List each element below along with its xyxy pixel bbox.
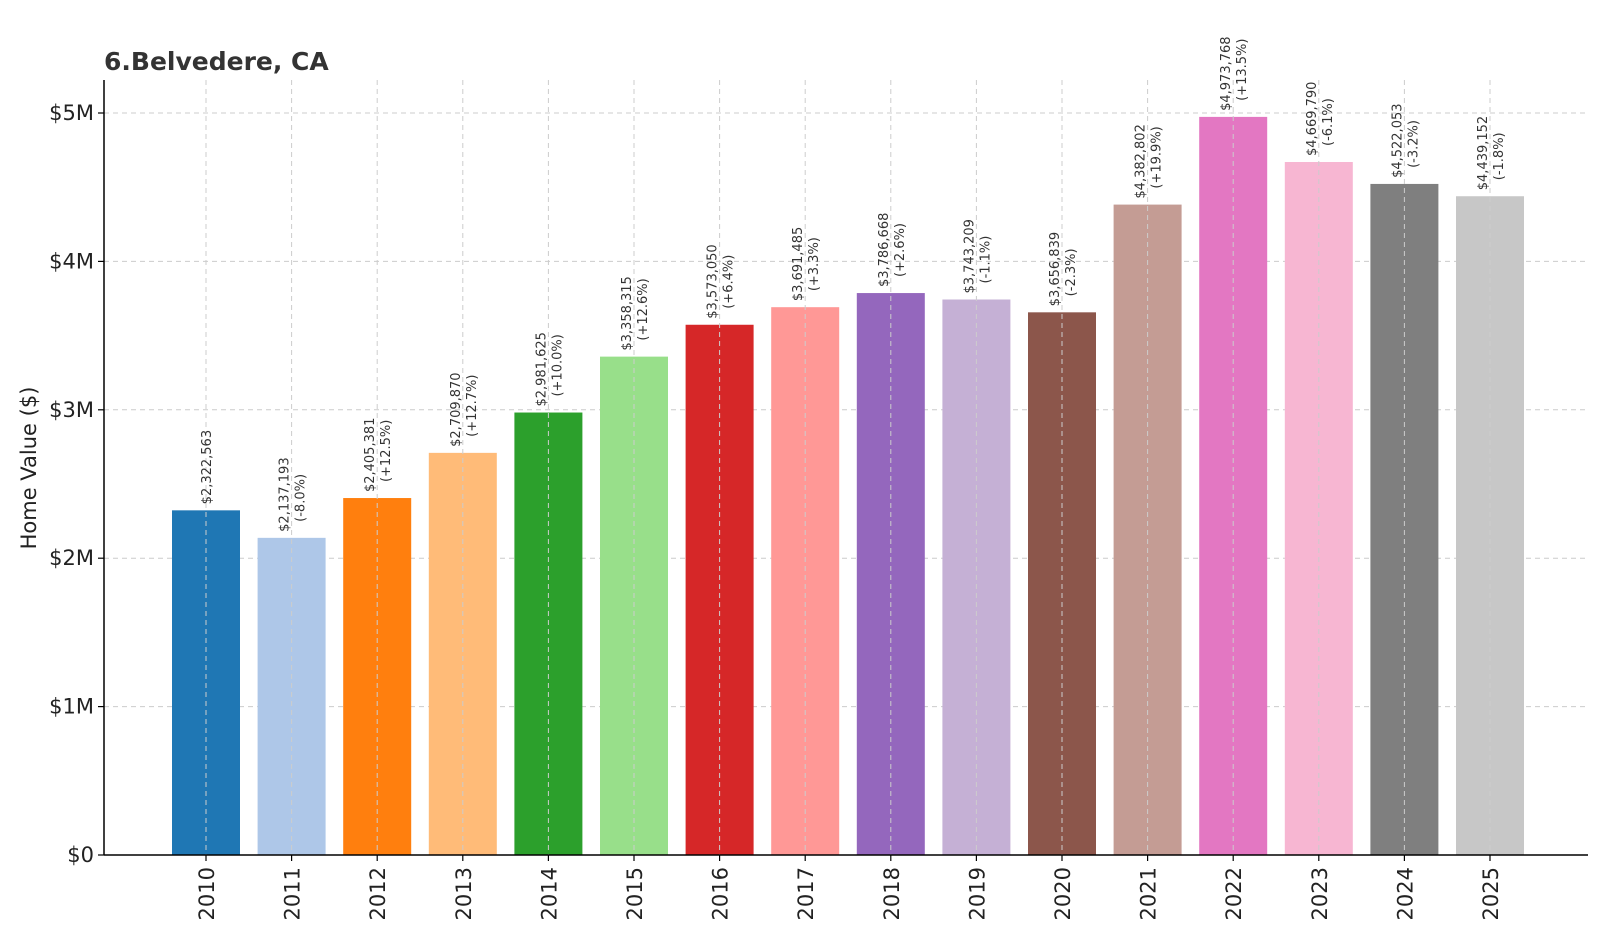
grid-layer: [104, 112, 1588, 708]
x-tick-label-2018: 2018: [880, 867, 904, 920]
x-tick-label-2022: 2022: [1222, 867, 1246, 920]
value-label-2016: $3,573,050: [706, 244, 721, 318]
change-label-2015: (+12.6%): [636, 278, 651, 340]
change-label-2022: (+13.5%): [1235, 39, 1250, 101]
value-label-2025: $4,439,152: [1476, 116, 1491, 190]
change-label-2016: (+6.4%): [722, 255, 737, 309]
value-label-2010: $2,322,563: [200, 430, 215, 504]
bar-2013: [428, 452, 497, 855]
bar-2023: [1284, 162, 1353, 855]
y-tick-label: $4M: [49, 249, 94, 273]
x-tick-label-2020: 2020: [1051, 867, 1075, 920]
change-label-2011: (-8.0%): [294, 474, 309, 522]
y-tick-label: $1M: [49, 695, 94, 719]
x-tick-label-2013: 2013: [452, 867, 476, 920]
x-tick-label-2014: 2014: [537, 867, 561, 920]
change-label-2021: (+19.9%): [1150, 126, 1165, 188]
y-tick-label: $5M: [49, 101, 94, 125]
value-label-2013: $2,709,870: [449, 372, 464, 446]
change-label-2023: (-6.1%): [1321, 98, 1336, 146]
x-tick-label-2025: 2025: [1479, 867, 1503, 920]
y-ticks-layer: $0 $1M $2M $3M $4M $5M: [49, 101, 104, 867]
value-label-2019: $3,743,209: [962, 219, 977, 293]
change-label-2025: (-1.8%): [1492, 132, 1507, 180]
x-tick-label-2015: 2015: [623, 867, 647, 920]
value-label-2011: $2,137,193: [278, 457, 293, 531]
change-label-2012: (+12.5%): [379, 420, 394, 482]
value-label-2024: $4,522,053: [1390, 103, 1405, 177]
value-label-2020: $3,656,839: [1048, 232, 1063, 306]
value-label-2022: $4,973,768: [1219, 36, 1234, 110]
bar-2024: [1370, 183, 1439, 855]
value-label-2015: $3,358,315: [620, 276, 635, 350]
change-label-2020: (-2.3%): [1064, 248, 1079, 296]
y-tick-label: $3M: [49, 398, 94, 422]
change-label-2024: (-3.2%): [1406, 120, 1421, 168]
data-labels-layer: $2,322,563 $2,137,193 (-8.0%)$2,405,381 (+1…: [200, 36, 1507, 531]
x-tick-label-2021: 2021: [1137, 867, 1161, 920]
value-label-2014: $2,981,625: [534, 332, 549, 406]
x-tick-label-2010: 2010: [195, 867, 219, 920]
change-label-2014: (+10.0%): [550, 334, 565, 396]
y-axis-label: Home Value ($): [17, 387, 41, 550]
y-tick-label: $0: [67, 843, 94, 867]
value-label-2021: $4,382,802: [1134, 124, 1149, 198]
change-label-2019: (-1.1%): [978, 236, 993, 284]
x-tick-label-2016: 2016: [709, 867, 733, 920]
value-label-2017: $3,691,485: [791, 227, 806, 301]
x-tick-label-2017: 2017: [794, 867, 818, 920]
x-tick-label-2012: 2012: [366, 867, 390, 920]
value-label-2023: $4,669,790: [1305, 82, 1320, 156]
change-label-2013: (+12.7%): [465, 375, 480, 437]
x-ticks-layer: 2010 2011 2012 2013 2014 2015 2016 2017 2018 2019…: [195, 855, 1503, 920]
x-tick-label-2011: 2011: [281, 867, 305, 920]
change-label-2018: (+2.6%): [893, 223, 908, 277]
y-tick-label: $2M: [49, 546, 94, 570]
value-label-2012: $2,405,381: [363, 418, 378, 492]
value-label-2018: $3,786,668: [877, 213, 892, 287]
change-label-2017: (+3.3%): [807, 237, 822, 291]
chart-title: 6.Belvedere, CA: [104, 47, 329, 76]
x-tick-label-2023: 2023: [1308, 867, 1332, 920]
x-grid-layer: [205, 80, 1491, 855]
x-tick-label-2019: 2019: [965, 867, 989, 920]
x-tick-label-2024: 2024: [1393, 867, 1417, 920]
